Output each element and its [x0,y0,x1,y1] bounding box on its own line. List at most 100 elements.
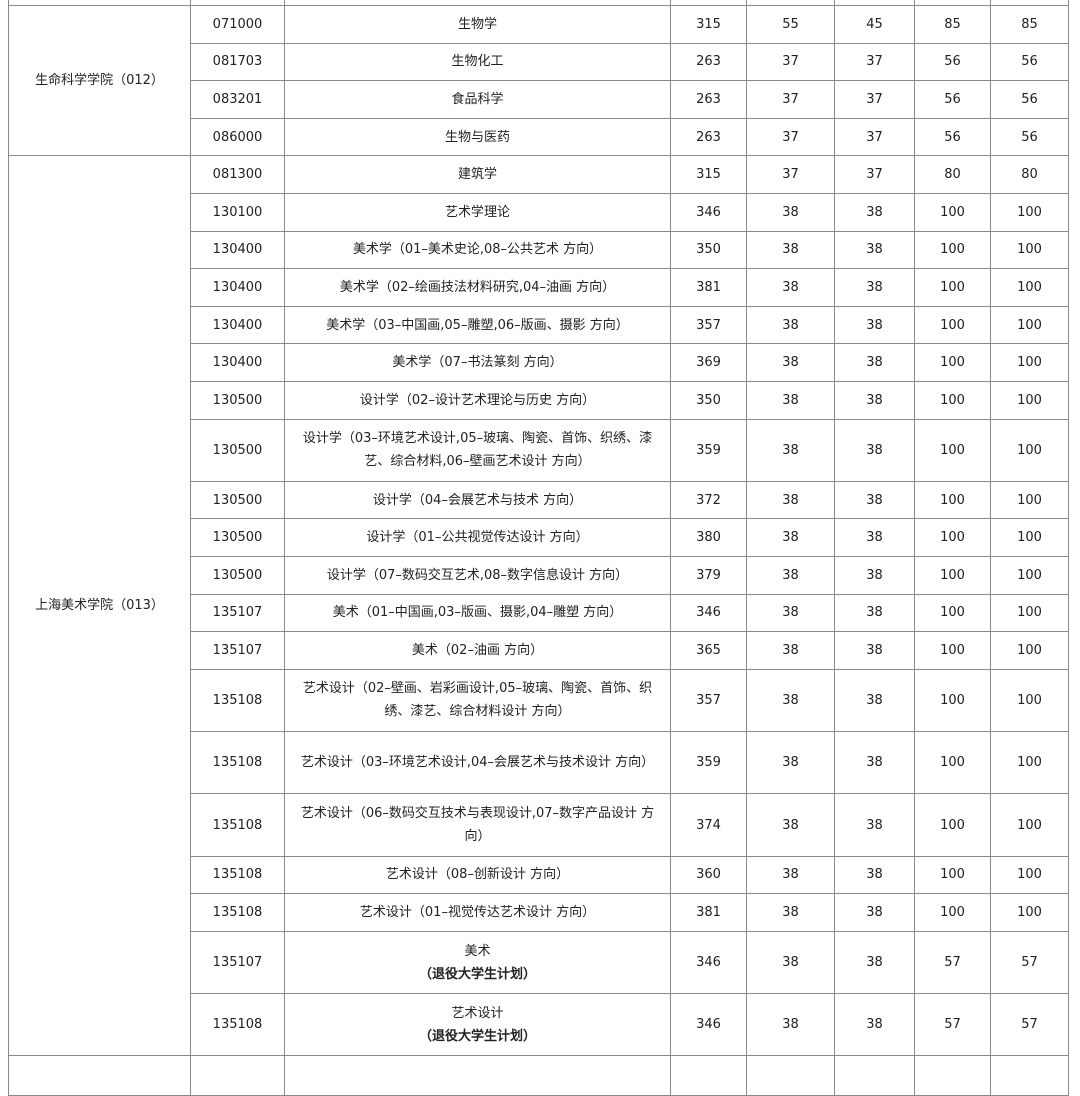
major-name-text: 艺术设计 [451,1005,504,1021]
score-foreign-language: 38 [834,668,915,733]
total-score: 360 [670,855,747,895]
major-code: 083201 [190,80,285,119]
score-subject-1: 56 [914,42,991,82]
major-name-text: 设计学（04–会展艺术与技术 方向） [372,492,583,508]
major-name-text: 设计学（01–公共视觉传达设计 方向） [366,530,589,546]
score-subject-2: 56 [990,80,1069,119]
score-subject-2: 100 [990,893,1069,932]
score-politics: 38 [746,418,835,482]
score-subject-2: 100 [990,855,1069,895]
score-subject-2: 57 [990,930,1069,995]
total-score: 381 [670,893,747,932]
total-score: 350 [670,230,747,270]
empty-cell [990,0,1069,6]
partial-row [8,0,1069,6]
score-subject-1: 100 [914,731,991,795]
major-name-text: 设计学（02–设计艺术理论与历史 方向） [359,392,596,408]
table-row: 上海美术学院（013） 081300 建筑学 315 37 37 80 80 [8,155,1069,1057]
score-subject-1: 100 [914,855,991,895]
major-code: 135107 [190,631,285,670]
score-politics: 38 [746,855,835,895]
score-foreign-language: 38 [834,731,915,795]
major-code: 081300 [190,155,285,194]
major-name: 艺术设计（06–数码交互技术与表现设计,07–数字产品设计 方向） [284,793,671,857]
major-code: 130400 [190,230,285,270]
score-subject-1: 100 [914,380,991,420]
major-name-text: 设计学（03–环境艺术设计,05–玻璃、陶瓷、首饰、织绣、漆艺、综合材料,06–… [302,431,653,470]
major-name: 艺术学理论 [284,192,671,232]
score-subject-1: 100 [914,480,991,520]
major-name-text: 美术（02–油画 方向） [411,643,544,658]
major-code: 086000 [190,117,285,157]
total-score: 315 [670,155,747,194]
score-subject-1: 85 [914,5,991,44]
score-politics: 38 [746,518,835,558]
total-score: 346 [670,930,747,995]
score-subject-2: 56 [990,42,1069,82]
total-score: 365 [670,631,747,670]
score-subject-1: 100 [914,556,991,595]
major-code: 130400 [190,305,285,345]
table-row: 135108 艺术设计 （退役大学生计划） 346 38 38 57 57 [9,993,1069,1057]
major-name: 设计学（04–会展艺术与技术 方向） [284,480,671,520]
total-score: 357 [670,668,747,733]
major-code: 135108 [190,993,285,1057]
major-name-text: 食品科学 [451,91,504,107]
table-row: 130400 美术学（02–绘画技法材料研究,04–油画 方向） 381 38 38 10… [9,268,1069,307]
score-politics: 38 [746,993,835,1057]
score-politics: 38 [746,268,835,307]
score-foreign-language: 38 [834,893,915,932]
score-subject-1: 100 [914,418,991,482]
score-subject-1: 100 [914,793,991,857]
major-name: 艺术设计 （退役大学生计划） [284,993,671,1057]
score-subject-2: 100 [990,731,1069,795]
major-name: 设计学（02–设计艺术理论与历史 方向） [284,380,671,420]
major-name-text: 生物学 [457,16,497,32]
score-subject-2: 100 [990,480,1069,520]
score-politics: 37 [746,42,835,82]
score-subject-2: 100 [990,230,1069,270]
score-subject-2: 100 [990,593,1069,633]
major-name: 食品科学 [284,80,671,119]
college-name: 生命科学学院（012） [8,4,191,157]
major-name-text: 艺术学理论 [444,204,510,220]
score-table: 生命科学学院（012） 071000 生物学 315 55 45 85 85 081703 生物化… [8,0,1069,1096]
score-subject-1: 57 [914,993,991,1057]
major-code: 135107 [190,930,285,995]
score-foreign-language: 37 [834,117,915,157]
score-foreign-language: 38 [834,418,915,482]
score-foreign-language: 38 [834,343,915,382]
score-politics: 38 [746,930,835,995]
score-politics: 37 [746,117,835,157]
score-subject-2: 100 [990,305,1069,345]
table-row: 130100 艺术学理论 346 38 38 100 100 [9,192,1069,232]
total-score: 379 [670,556,747,595]
major-name: 美术（02–油画 方向） [284,631,671,670]
score-foreign-language: 38 [834,268,915,307]
score-subject-2: 100 [990,518,1069,558]
major-plan-note: （退役大学生计划） [418,966,536,982]
score-foreign-language: 38 [834,305,915,345]
major-code: 130500 [190,480,285,520]
score-foreign-language: 38 [834,855,915,895]
major-code: 130500 [190,518,285,558]
total-score: 357 [670,305,747,345]
score-subject-2: 100 [990,380,1069,420]
score-subject-2: 57 [990,993,1069,1057]
score-foreign-language: 38 [834,793,915,857]
score-subject-1: 100 [914,305,991,345]
major-name-text: 美术（01–中国画,03–版画、摄影,04–雕塑 方向） [332,605,623,621]
major-name-text: 美术学（07–书法篆刻 方向） [392,355,563,371]
score-subject-2: 100 [990,631,1069,670]
major-code: 135108 [190,731,285,795]
score-subject-1: 100 [914,192,991,232]
score-subject-1: 100 [914,343,991,382]
score-subject-1: 100 [914,230,991,270]
total-score: 346 [670,593,747,633]
score-subject-2: 100 [990,556,1069,595]
table-row: 135107 美术（01–中国画,03–版画、摄影,04–雕塑 方向） 346 38 3… [9,593,1069,633]
table-row: 130500 设计学（03–环境艺术设计,05–玻璃、陶瓷、首饰、织绣、漆艺、综合… [9,418,1069,482]
major-code: 135108 [190,855,285,895]
score-foreign-language: 38 [834,631,915,670]
major-name: 美术学（03–中国画,05–雕塑,06–版画、摄影 方向） [284,305,671,345]
